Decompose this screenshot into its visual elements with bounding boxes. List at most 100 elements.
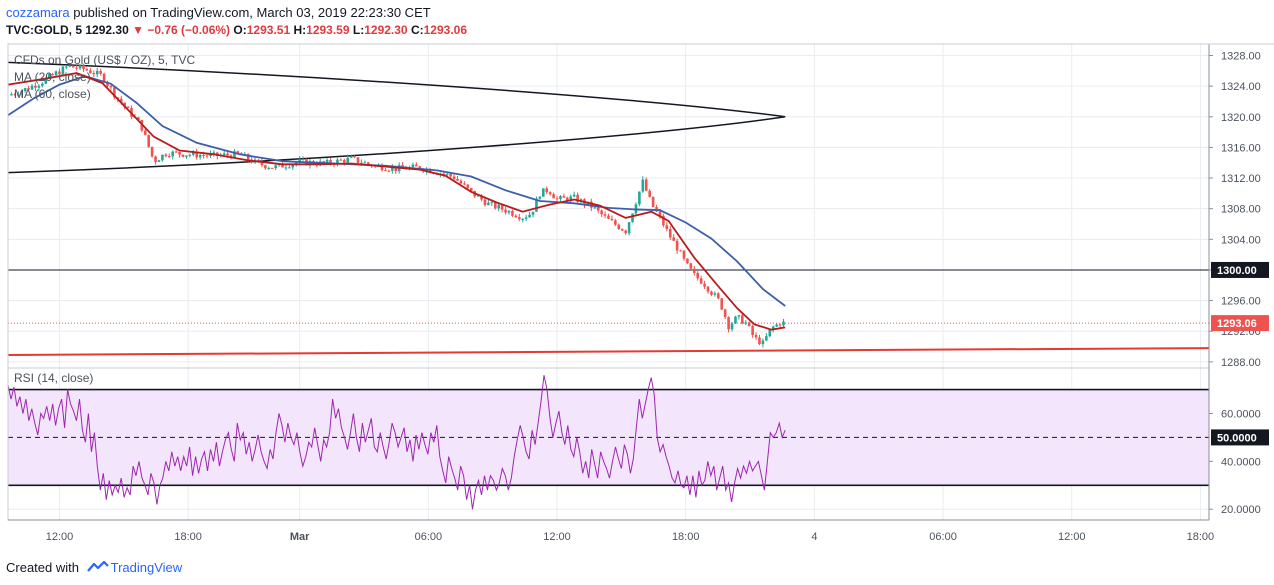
candle-body — [445, 173, 449, 175]
publish-info: published on TradingView.com, March 03, … — [73, 5, 431, 20]
candle-body — [198, 155, 202, 158]
candle-body — [102, 73, 106, 83]
candle-body — [428, 168, 432, 173]
candle-body — [322, 161, 325, 163]
candle-body — [658, 211, 662, 216]
candle-body — [620, 229, 624, 231]
candle-body — [751, 326, 754, 335]
open-label: O: — [233, 23, 247, 37]
candle-body — [655, 206, 658, 212]
price-tick-label: 1288.00 — [1221, 357, 1261, 369]
current-price-tag: 1293.06 — [1217, 318, 1257, 330]
candle-body — [771, 326, 775, 330]
symbol-label: TVC:GOLD, 5 — [6, 23, 83, 37]
candle-body — [137, 117, 140, 121]
ohlc-line: TVC:GOLD, 5 1292.30 ▼ −0.76 (−0.06%) O:1… — [6, 21, 1006, 39]
candle-body — [754, 334, 758, 338]
candle-body — [497, 204, 500, 209]
candle-body — [195, 151, 199, 158]
price-tick-label: 1304.00 — [1221, 234, 1261, 246]
time-tick-label: 4 — [811, 531, 817, 543]
candle-body — [463, 183, 466, 185]
candle-body — [44, 78, 48, 84]
candle-body — [545, 188, 549, 193]
price-axis[interactable]: 1328.00 1324.00 1320.00 1316.00 1312.00 1308.… — [1209, 50, 1269, 369]
candle-body — [717, 293, 720, 299]
candle-body — [281, 163, 284, 168]
candle-body — [689, 263, 693, 269]
legend-ma60[interactable]: MA (60, close) — [14, 87, 91, 101]
last-price: 1292.30 — [85, 23, 129, 37]
candle-body — [521, 218, 525, 220]
close-label: C: — [410, 23, 424, 37]
candle-body — [610, 218, 614, 221]
candle-body — [41, 83, 44, 86]
rsi-tick-label: 40.0000 — [1221, 456, 1261, 468]
price-tick-label: 1328.00 — [1221, 50, 1261, 62]
candle-body — [37, 85, 41, 88]
candle-body — [34, 85, 37, 88]
time-axis[interactable]: 12:00 18:00 Mar 06:00 12:00 18:00 4 06:00 12:00 1… — [46, 531, 1214, 543]
candle-body — [185, 155, 188, 157]
legend-ma20[interactable]: MA (20, close) — [14, 70, 91, 84]
candle-body — [562, 196, 566, 198]
candle-body — [765, 336, 768, 341]
time-tick-label: 06:00 — [415, 531, 443, 543]
candle-body — [747, 322, 751, 327]
candle-body — [559, 196, 562, 200]
candle-body — [744, 322, 748, 324]
candle-body — [360, 162, 363, 164]
rsi-line — [7, 375, 786, 510]
candle-body — [47, 74, 51, 79]
candle-body — [349, 156, 353, 158]
candle-body — [99, 70, 102, 74]
candle-body — [222, 153, 226, 156]
candle-body — [524, 217, 528, 219]
candle-body — [68, 65, 72, 67]
low-label: L: — [352, 23, 365, 37]
candle-body — [367, 162, 370, 165]
candle-body — [119, 98, 123, 103]
rsi-tick-label: 20.0000 — [1221, 504, 1261, 516]
candle-body — [174, 151, 178, 153]
candle-body — [638, 191, 641, 205]
candle-body — [274, 165, 277, 169]
candle-body — [346, 157, 350, 163]
candle-body — [23, 88, 27, 92]
candle-body — [284, 167, 288, 169]
candle-body — [552, 194, 555, 199]
candle-body — [555, 198, 559, 200]
candle-body — [85, 68, 89, 71]
author-link[interactable]: cozzamara — [6, 5, 70, 20]
time-tick-label: 12:00 — [46, 531, 74, 543]
candle-body — [164, 154, 168, 157]
rsi-axis[interactable]: 60.0000 40.0000 20.0000 50.0000 — [1209, 408, 1269, 516]
candle-body — [778, 324, 782, 326]
candle-body — [679, 250, 682, 252]
candle-body — [188, 154, 192, 156]
candle-body — [16, 94, 20, 96]
time-tick-label: 12:00 — [1058, 531, 1086, 543]
ma60-line — [7, 75, 786, 307]
candle-body — [452, 176, 456, 179]
candle-body — [291, 164, 295, 168]
candle-body — [706, 286, 710, 292]
candle-body — [727, 317, 730, 330]
candle-body — [329, 160, 332, 164]
candle-body — [696, 272, 700, 279]
candle-body — [624, 230, 627, 234]
candle-body — [95, 70, 99, 75]
candles — [10, 63, 785, 348]
candle-body — [631, 213, 634, 223]
candle-body — [387, 170, 391, 172]
candle-body — [353, 156, 356, 158]
candle-body — [342, 159, 346, 163]
legend-rsi[interactable]: RSI (14, close) — [14, 371, 94, 385]
candle-body — [143, 130, 147, 135]
level-1300-tag-bg — [1211, 261, 1269, 278]
tradingview-brand[interactable]: TradingView — [110, 560, 183, 575]
candle-body — [181, 154, 185, 157]
candle-body — [761, 340, 765, 345]
candle-body — [627, 222, 631, 234]
